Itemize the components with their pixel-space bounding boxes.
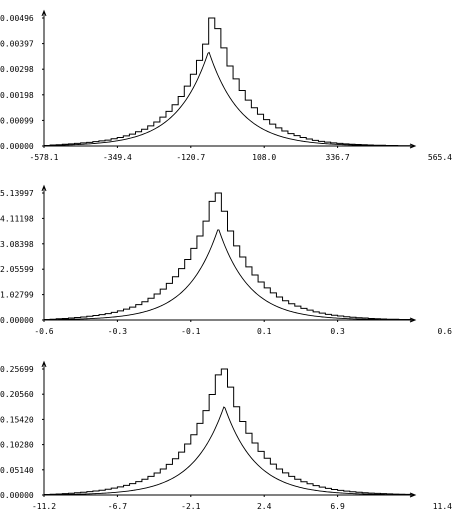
panel-2-x-tick-label: -0.3 bbox=[108, 327, 127, 336]
panel-1-x-tick-label: 336.7 bbox=[326, 153, 350, 162]
panel-1-y-tick-label: 0.00397 bbox=[0, 40, 34, 49]
panel-1-x-tick-label: -578.1 bbox=[30, 153, 59, 162]
panel-3-y-tick-label: 0.05140 bbox=[0, 466, 34, 475]
panel-1-x-axis-arrow bbox=[409, 143, 417, 149]
panel-3-histogram-series bbox=[43, 368, 412, 496]
panel-3-x-tick-label: 11.4 bbox=[433, 502, 452, 511]
panel-1-histogram-series bbox=[43, 17, 412, 147]
panel-2-histogram-series bbox=[43, 192, 412, 321]
panel-3-x-tick-label: -2.1 bbox=[181, 502, 200, 511]
panel-3-x-axis-arrow bbox=[409, 492, 417, 498]
panel-1-y-tick-label: 0.00099 bbox=[0, 116, 34, 125]
panel-1-y-tick-label: 0.00496 bbox=[0, 14, 34, 23]
panel-2-y-tick-label: 0.00000 bbox=[0, 316, 34, 325]
panel-2-x-tick-label: 0.6 bbox=[438, 327, 453, 336]
panel-1-fit-curve bbox=[43, 51, 412, 147]
panel-2-y-tick-label: 2.05599 bbox=[0, 265, 34, 274]
panel-1-y-axis-arrow bbox=[41, 9, 47, 17]
panel-2-y-tick-label: 1.02799 bbox=[0, 291, 34, 300]
panel-3-y-axis-arrow bbox=[41, 360, 47, 368]
panel-2-x-tick-label: 0.1 bbox=[257, 327, 272, 336]
panel-2-y-axis-arrow bbox=[41, 184, 47, 192]
panel-1-x-tick-label: -120.7 bbox=[176, 153, 205, 162]
panel-2-y-tick-label: 5.13997 bbox=[0, 189, 34, 198]
panel-2-y-tick-label: 4.11198 bbox=[0, 214, 34, 223]
panel-2-x-axis-arrow bbox=[409, 317, 417, 323]
panel-3-y-tick-label: 0.00000 bbox=[0, 491, 34, 500]
panel-3-x-tick-label: -6.7 bbox=[108, 502, 127, 511]
panel-2-y-tick-label: 3.08398 bbox=[0, 240, 34, 249]
panel-3-y-tick-label: 0.25699 bbox=[0, 365, 34, 374]
panel-2-fit-curve bbox=[43, 229, 412, 321]
panel-3-x-tick-label: 6.9 bbox=[330, 502, 345, 511]
panel-1-y-tick-label: 0.00198 bbox=[0, 91, 34, 100]
panel-2-x-tick-label: -0.6 bbox=[34, 327, 53, 336]
panel-3-y-tick-label: 0.15420 bbox=[0, 415, 34, 424]
panel-2-x-tick-label: 0.3 bbox=[330, 327, 345, 336]
panel-1-y-tick-label: 0.00000 bbox=[0, 142, 34, 151]
panel-3-x-tick-label: -11.2 bbox=[32, 502, 56, 511]
panel-3-y-tick-label: 0.20560 bbox=[0, 390, 34, 399]
panel-3-x-tick-label: 2.4 bbox=[257, 502, 272, 511]
panel-3-fit-curve bbox=[43, 406, 412, 496]
panel-1-y-tick-label: 0.00298 bbox=[0, 65, 34, 74]
panel-1-x-tick-label: -349.4 bbox=[103, 153, 132, 162]
panel-3-y-tick-label: 0.10280 bbox=[0, 441, 34, 450]
panel-1-x-tick-label: 565.4 bbox=[428, 153, 452, 162]
panel-2-x-tick-label: -0.1 bbox=[181, 327, 200, 336]
panel-1-x-tick-label: 108.0 bbox=[252, 153, 276, 162]
